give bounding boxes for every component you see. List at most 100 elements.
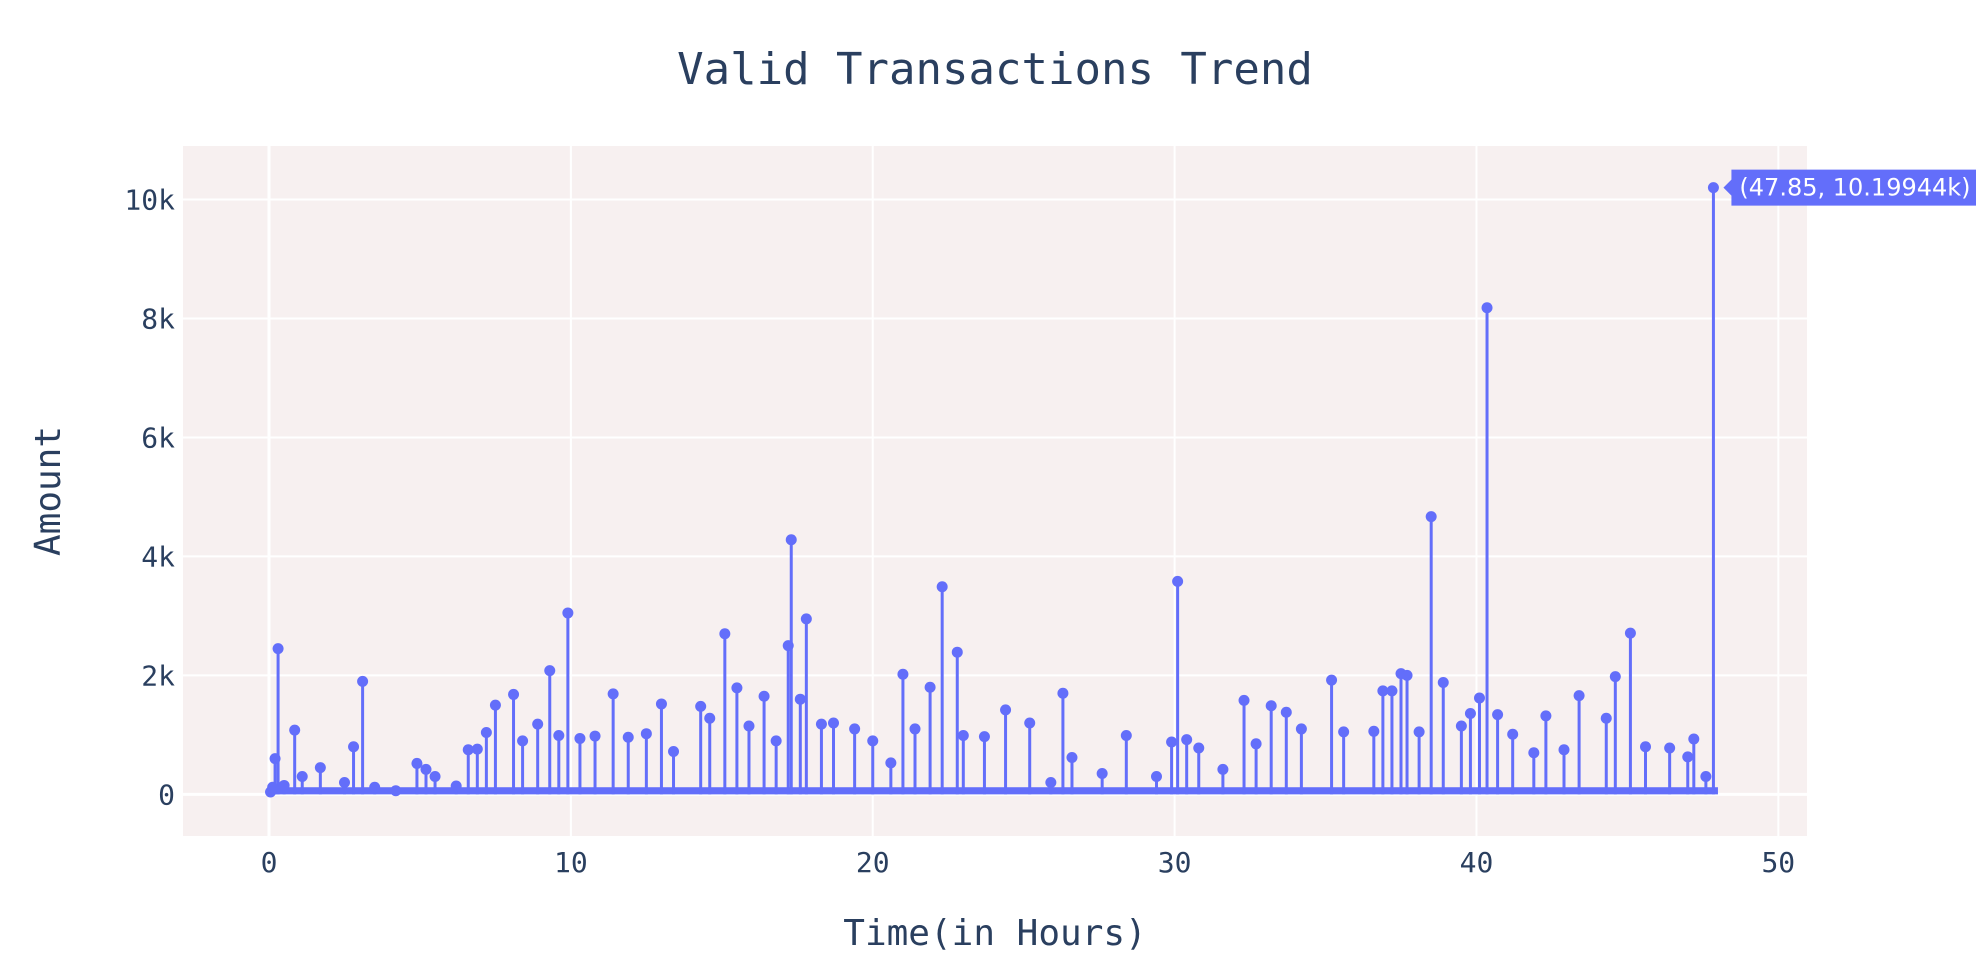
- data-point[interactable]: [450, 780, 462, 792]
- data-point[interactable]: [1295, 723, 1307, 735]
- data-point[interactable]: [589, 730, 601, 742]
- data-point[interactable]: [1437, 677, 1449, 689]
- data-point[interactable]: [867, 735, 879, 747]
- data-point[interactable]: [267, 781, 279, 793]
- data-point[interactable]: [278, 779, 290, 791]
- data-point[interactable]: [1640, 741, 1652, 753]
- data-point[interactable]: [269, 753, 281, 765]
- data-point[interactable]: [314, 762, 326, 774]
- data-point[interactable]: [296, 771, 308, 783]
- data-point[interactable]: [849, 723, 861, 735]
- data-point[interactable]: [1688, 733, 1700, 745]
- data-point[interactable]: [1609, 671, 1621, 683]
- data-point[interactable]: [348, 741, 360, 753]
- data-point[interactable]: [1250, 738, 1262, 750]
- data-point[interactable]: [574, 732, 586, 744]
- data-point[interactable]: [1265, 700, 1277, 712]
- data-point[interactable]: [785, 534, 797, 546]
- data-point[interactable]: [719, 628, 731, 640]
- data-point[interactable]: [758, 690, 770, 702]
- data-point[interactable]: [770, 735, 782, 747]
- data-point[interactable]: [562, 607, 574, 619]
- data-point[interactable]: [1473, 692, 1485, 704]
- data-point[interactable]: [369, 781, 381, 793]
- data-point[interactable]: [390, 785, 402, 797]
- data-point[interactable]: [1425, 511, 1437, 523]
- data-point[interactable]: [924, 681, 936, 693]
- data-point[interactable]: [1600, 712, 1612, 724]
- data-point[interactable]: [420, 763, 432, 775]
- data-point[interactable]: [815, 718, 827, 730]
- data-point[interactable]: [1413, 726, 1425, 738]
- data-point[interactable]: [462, 744, 474, 756]
- data-point[interactable]: [1558, 744, 1570, 756]
- data-point[interactable]: [429, 771, 441, 783]
- data-point[interactable]: [338, 776, 350, 788]
- data-point[interactable]: [1573, 690, 1585, 702]
- data-point[interactable]: [532, 718, 544, 730]
- data-point[interactable]: [1492, 709, 1504, 721]
- data-point[interactable]: [289, 724, 301, 736]
- data-point[interactable]: [951, 646, 963, 658]
- data-point[interactable]: [272, 643, 284, 655]
- data-point[interactable]: [909, 723, 921, 735]
- data-point[interactable]: [1455, 720, 1467, 732]
- data-point[interactable]: [1181, 734, 1193, 746]
- data-point[interactable]: [1326, 674, 1338, 686]
- data-point[interactable]: [357, 675, 369, 687]
- data-point[interactable]: [695, 700, 707, 712]
- data-point[interactable]: [1280, 706, 1292, 718]
- data-point[interactable]: [1481, 302, 1493, 314]
- data-point[interactable]: [1000, 704, 1012, 716]
- data-point[interactable]: [1401, 669, 1413, 681]
- data-point[interactable]: [1624, 627, 1636, 639]
- data-point[interactable]: [1664, 742, 1676, 754]
- data-point[interactable]: [828, 717, 840, 729]
- data-point[interactable]: [794, 693, 806, 705]
- data-point[interactable]: [622, 731, 634, 743]
- data-point[interactable]: [743, 720, 755, 732]
- data-point[interactable]: [1377, 685, 1389, 697]
- data-point[interactable]: [1217, 763, 1229, 775]
- data-point[interactable]: [607, 688, 619, 700]
- data-point[interactable]: [800, 613, 812, 625]
- data-point[interactable]: [936, 581, 948, 593]
- data-point[interactable]: [978, 731, 990, 743]
- data-point[interactable]: [1120, 729, 1132, 741]
- data-point[interactable]: [1507, 728, 1519, 740]
- data-point[interactable]: [897, 668, 909, 680]
- hover-tooltip[interactable]: (47.85, 10.19944k): [1723, 169, 1976, 206]
- data-point[interactable]: [1166, 736, 1178, 748]
- data-point[interactable]: [480, 727, 492, 738]
- data-point[interactable]: [517, 735, 529, 747]
- data-point[interactable]: [1057, 687, 1069, 699]
- data-point[interactable]: [1540, 710, 1552, 722]
- data-point[interactable]: [1024, 717, 1036, 729]
- data-point[interactable]: [1386, 685, 1398, 697]
- data-point[interactable]: [782, 640, 794, 652]
- data-point[interactable]: [668, 746, 680, 758]
- data-point[interactable]: [1700, 771, 1712, 783]
- data-point[interactable]: [1464, 707, 1476, 719]
- data-point[interactable]: [1193, 742, 1205, 754]
- data-point[interactable]: [731, 682, 743, 694]
- data-point[interactable]: [1528, 747, 1540, 759]
- data-point[interactable]: [1338, 726, 1350, 738]
- data-point[interactable]: [885, 757, 897, 769]
- data-point[interactable]: [1238, 694, 1250, 706]
- data-point[interactable]: [553, 729, 565, 741]
- data-point[interactable]: [655, 698, 667, 710]
- data-point[interactable]: [1066, 751, 1078, 763]
- data-point[interactable]: [1682, 751, 1694, 763]
- data-point[interactable]: [704, 712, 716, 724]
- data-point[interactable]: [1150, 771, 1162, 783]
- data-point[interactable]: [957, 729, 969, 741]
- data-point[interactable]: [411, 757, 423, 769]
- data-point[interactable]: [1172, 575, 1184, 587]
- data-point[interactable]: [489, 699, 501, 711]
- data-point[interactable]: [1096, 768, 1108, 780]
- data-point[interactable]: [508, 688, 520, 700]
- data-point[interactable]: [1045, 776, 1057, 788]
- data-point[interactable]: [544, 665, 556, 677]
- data-point[interactable]: [471, 743, 483, 755]
